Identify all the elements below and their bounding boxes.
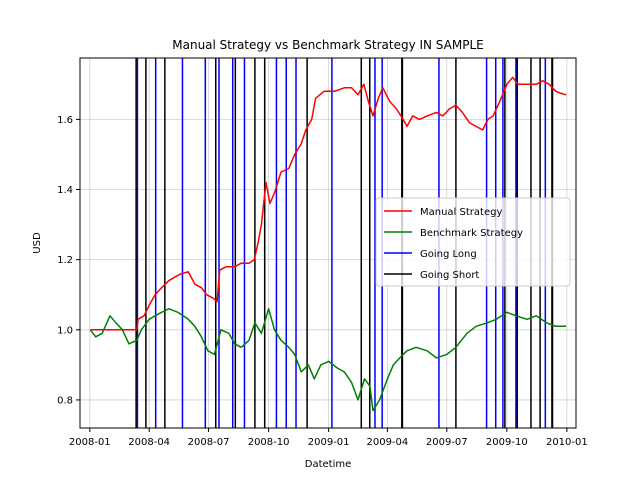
legend: Manual Strategy Benchmark Strategy Going L…: [375, 197, 571, 287]
x-tick-label: 2009-01: [308, 437, 350, 448]
x-tick-label: 2009-04: [366, 437, 408, 448]
manual-strategy-line: [90, 76, 567, 331]
x-axis-ticks: 2008-01 2008-04 2008-07 2008-10 2009-01 2009-…: [69, 428, 588, 448]
y-axis-label: USD: [32, 232, 43, 254]
x-tick-label: 2009-07: [426, 437, 468, 448]
legend-label: Manual Strategy: [420, 207, 502, 218]
x-tick-label: 2008-10: [248, 437, 290, 448]
legend-box: [375, 197, 571, 287]
x-tick-label: 2009-10: [486, 437, 528, 448]
x-axis-label: Datetime: [305, 459, 352, 470]
x-tick-label: 2010-01: [546, 437, 588, 448]
y-tick-label: 0.8: [57, 395, 73, 406]
y-axis-ticks: 0.8 1.0 1.2 1.4 1.6: [57, 115, 80, 406]
legend-label: Going Short: [420, 270, 479, 281]
y-tick-label: 1.6: [57, 115, 73, 126]
y-tick-label: 1.2: [57, 255, 73, 266]
x-tick-label: 2008-07: [188, 437, 230, 448]
legend-label: Benchmark Strategy: [420, 228, 523, 239]
y-tick-label: 1.0: [57, 325, 73, 336]
chart-title: Manual Strategy vs Benchmark Strategy IN…: [172, 38, 483, 52]
plot-frame: [79, 57, 577, 429]
benchmark-strategy-line: [89, 308, 567, 412]
legend-label: Going Long: [420, 249, 477, 260]
x-tick-label: 2008-01: [69, 437, 111, 448]
x-tick-label: 2008-04: [128, 437, 170, 448]
trade-lines: [135, 58, 554, 428]
series-lines: [89, 76, 567, 412]
y-tick-label: 1.4: [57, 185, 73, 196]
